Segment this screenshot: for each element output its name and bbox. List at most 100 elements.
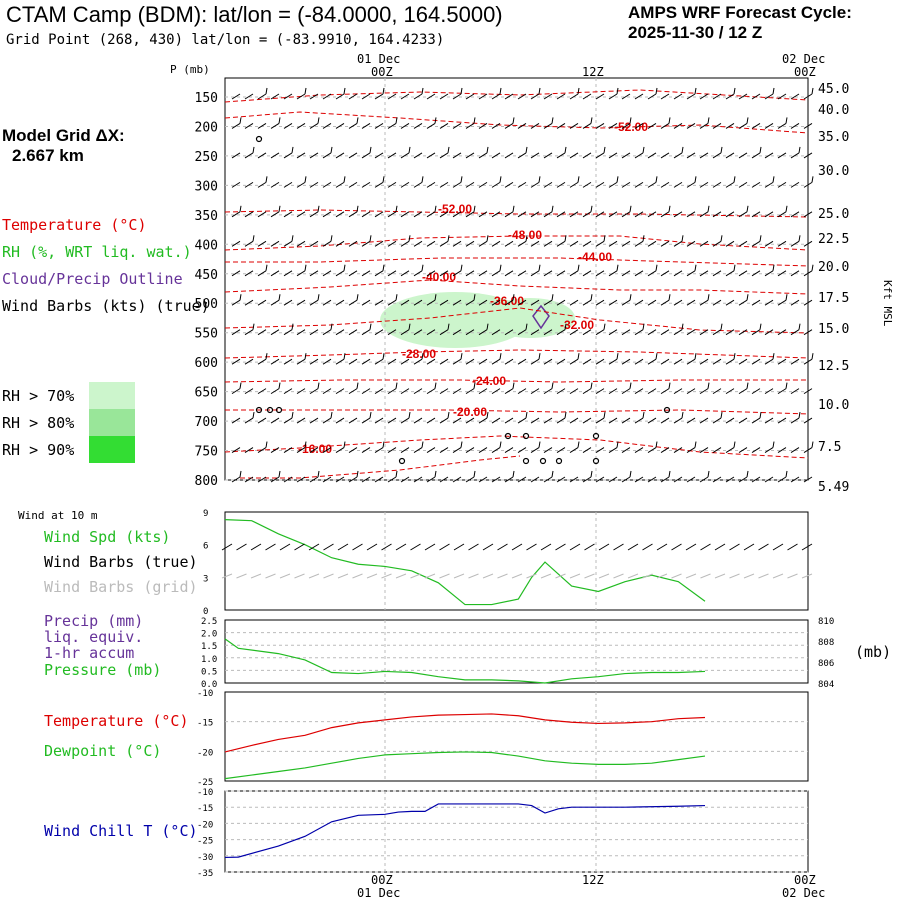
grid-wind-barb bbox=[569, 573, 581, 579]
wind-barb bbox=[400, 270, 410, 277]
wind-barb bbox=[530, 211, 540, 218]
wind-barb bbox=[309, 181, 319, 188]
wind-barb-flag bbox=[473, 294, 476, 301]
surface-wind-barb bbox=[642, 543, 653, 551]
wind-barb bbox=[751, 476, 761, 483]
wind-barb bbox=[725, 417, 735, 424]
wind-barb bbox=[803, 476, 813, 483]
wind-barb bbox=[777, 93, 787, 100]
wind-barb bbox=[465, 240, 475, 247]
wind-barb bbox=[296, 270, 306, 277]
wind-barb bbox=[439, 358, 449, 365]
wind-barb bbox=[686, 358, 696, 365]
wind-barb bbox=[686, 417, 696, 424]
surface-wind-barb bbox=[482, 543, 494, 551]
wind-barb bbox=[452, 152, 462, 159]
wind-barb bbox=[309, 152, 319, 159]
wind-barb-flag bbox=[356, 382, 359, 389]
wind-barb bbox=[348, 476, 358, 483]
wind-barb bbox=[413, 388, 423, 395]
wind-barb bbox=[309, 123, 319, 129]
wind-barb bbox=[582, 240, 592, 247]
wind-barb bbox=[348, 211, 358, 218]
wind-barb bbox=[257, 240, 267, 247]
wind-barb bbox=[374, 181, 384, 188]
wind-barb bbox=[348, 270, 358, 277]
grid-wind-barb bbox=[468, 573, 479, 579]
wind-barb bbox=[790, 417, 800, 424]
wind-barb bbox=[803, 388, 813, 395]
wind-barb bbox=[595, 240, 605, 247]
wind-barb bbox=[543, 388, 553, 395]
wind-barb bbox=[803, 299, 813, 306]
temperature-contour-label: -52.00 bbox=[614, 120, 648, 134]
wind-barb bbox=[439, 181, 449, 188]
wind-barb bbox=[725, 329, 735, 336]
wind-barb bbox=[790, 476, 800, 483]
wind-barb bbox=[725, 181, 735, 188]
surface-wind-barb bbox=[758, 543, 769, 551]
grid-wind-barb bbox=[700, 573, 711, 579]
wind-barb bbox=[296, 476, 306, 483]
wind-barb bbox=[764, 358, 774, 365]
wind-barb-flag bbox=[499, 441, 502, 448]
wind-barb bbox=[517, 93, 527, 100]
wind-barb bbox=[790, 152, 800, 159]
windchill-tick-label: -10 bbox=[197, 788, 213, 798]
wind-barb bbox=[296, 211, 306, 218]
wind-barb-flag bbox=[577, 87, 580, 95]
wind-barb bbox=[231, 299, 241, 306]
wind-barb bbox=[270, 211, 280, 218]
wind-barb-flag bbox=[291, 235, 294, 242]
legend-pressure: Pressure (mb) bbox=[44, 661, 162, 679]
windchill-line bbox=[224, 803, 706, 859]
wind-barb-flag bbox=[759, 323, 762, 330]
wind-barb bbox=[452, 240, 462, 247]
wind-barb bbox=[803, 211, 813, 218]
chart-subtitle: Grid Point (268, 430) lat/lon = (-83.991… bbox=[6, 32, 445, 48]
wind-barb bbox=[543, 299, 553, 306]
wind-barb-flag bbox=[798, 323, 801, 330]
wind-barb-flag bbox=[694, 441, 697, 448]
wind-barb bbox=[231, 93, 241, 100]
surface-wind-barb bbox=[221, 543, 233, 551]
wind-barb bbox=[478, 240, 488, 247]
wind-barb bbox=[530, 270, 540, 277]
wind-barb bbox=[595, 476, 605, 483]
wind-barb-flag bbox=[733, 176, 736, 183]
wind-barb bbox=[543, 358, 553, 365]
wind-barb bbox=[634, 181, 644, 188]
upper-panel-frame bbox=[224, 77, 809, 481]
wind-barb bbox=[361, 358, 371, 365]
wind-barb bbox=[465, 447, 475, 453]
wind-barb-flag bbox=[304, 264, 307, 271]
wind-barb-flag bbox=[421, 176, 424, 183]
grid-wind-barb bbox=[787, 573, 798, 579]
wind-barb-flag bbox=[811, 264, 814, 271]
wind-barb-flag bbox=[629, 470, 632, 478]
wind-barb bbox=[764, 270, 774, 277]
wind-barb bbox=[764, 447, 774, 453]
wind-barb bbox=[777, 388, 787, 395]
wind-barb bbox=[647, 211, 657, 218]
wind-barb bbox=[491, 270, 501, 277]
wind-barb bbox=[361, 240, 371, 247]
wind-barb bbox=[673, 388, 683, 395]
height-tick-label: 22.5 bbox=[818, 232, 849, 247]
wind-barb-flag bbox=[538, 87, 541, 95]
wind-barb bbox=[374, 447, 384, 453]
wind-barb-flag bbox=[369, 411, 372, 419]
wind-barb bbox=[439, 388, 449, 395]
grid-wind-barb bbox=[642, 573, 653, 579]
temperature-line bbox=[224, 713, 706, 753]
wind-barb bbox=[413, 152, 423, 159]
wind-barb bbox=[400, 93, 410, 100]
wind-barb bbox=[400, 329, 410, 336]
wind-barb bbox=[647, 152, 657, 159]
wind-barb-flag bbox=[265, 441, 268, 448]
precip-tick-label: 0.0 bbox=[201, 680, 217, 690]
wind-barb bbox=[283, 93, 293, 100]
wind-barb bbox=[673, 211, 683, 218]
wind-barb bbox=[309, 299, 319, 306]
wind-barb-flag bbox=[694, 176, 697, 183]
